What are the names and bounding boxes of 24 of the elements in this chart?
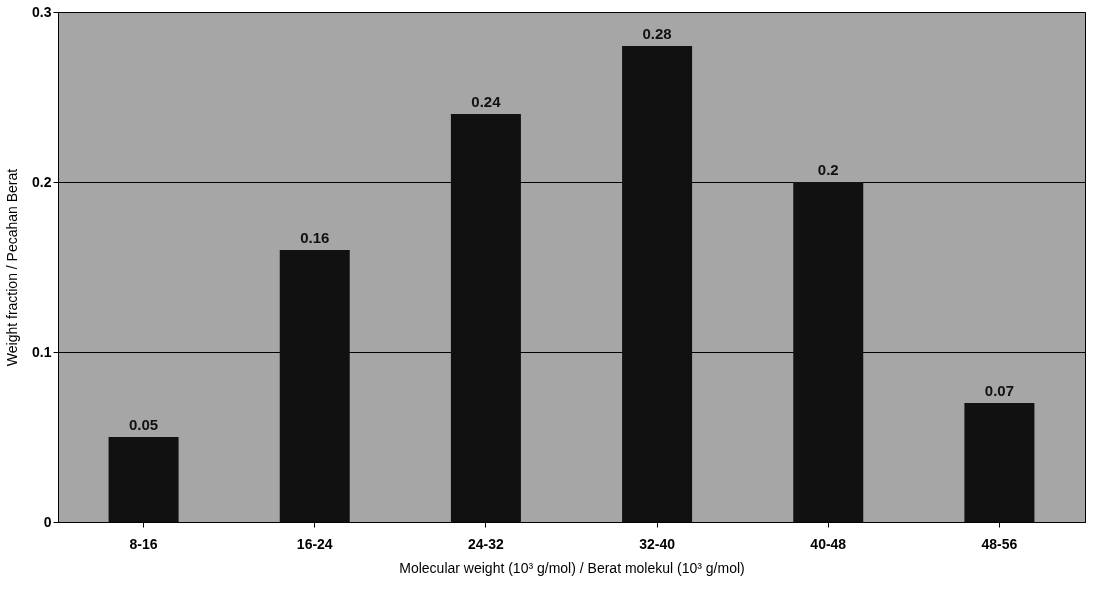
- data-label: 0.24: [471, 93, 502, 110]
- bar: [450, 114, 521, 522]
- x-tick-label: 8-16: [129, 535, 158, 552]
- y-tick-label: 0: [43, 513, 52, 530]
- data-label: 0.28: [642, 25, 672, 42]
- bar: [964, 403, 1035, 522]
- data-label: 0.2: [817, 161, 839, 178]
- x-axis-title: Molecular weight (10³ g/mol) / Berat molekul (10³ g/mol): [399, 559, 745, 576]
- bar: [279, 250, 350, 522]
- x-tick-label: 40-48: [810, 535, 847, 552]
- data-label: 0.16: [300, 229, 330, 246]
- y-tick-label: 0.2: [32, 173, 52, 190]
- x-tick-label: 48-56: [981, 535, 1018, 552]
- bar: [108, 437, 179, 522]
- y-tick-label: 0.1: [32, 343, 52, 360]
- y-axis-title: Weight fraction / Pecahan Berat: [4, 168, 21, 367]
- x-tick-label: 16-24: [296, 535, 333, 552]
- data-label: 0.07: [984, 382, 1015, 399]
- bar: [793, 182, 864, 522]
- x-tick-label: 24-32: [468, 535, 505, 552]
- x-tick-label: 32-40: [639, 535, 676, 552]
- data-label: 0.05: [128, 416, 159, 433]
- y-tick-label: 0.3: [32, 3, 52, 20]
- bar: [622, 46, 693, 522]
